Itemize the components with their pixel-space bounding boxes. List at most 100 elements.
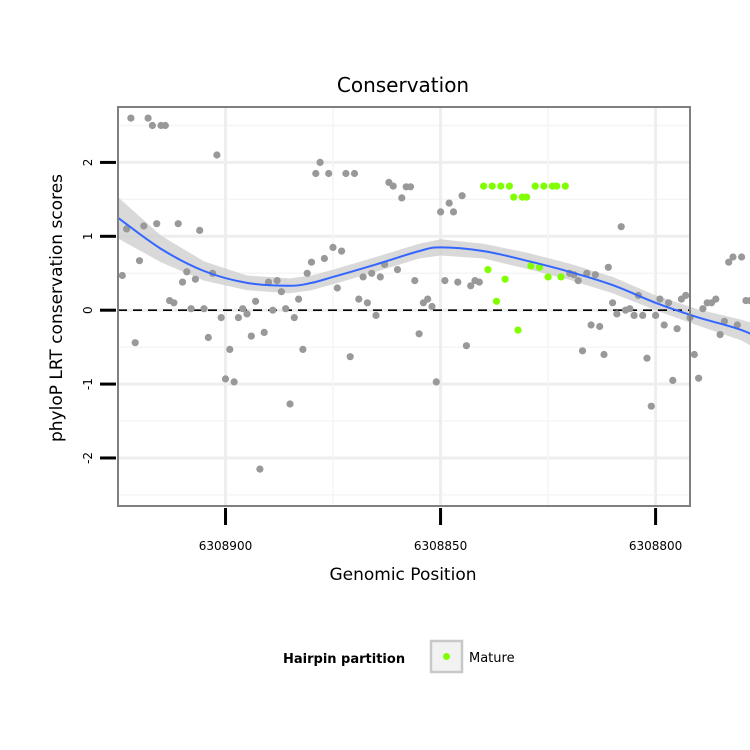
data-point: [652, 311, 660, 319]
data-point: [286, 400, 294, 408]
legend-label-mature: Mature: [469, 651, 515, 666]
data-point: [432, 378, 440, 386]
smooth-line-group: [117, 216, 750, 335]
data-point-mature: [510, 193, 518, 201]
data-point: [630, 311, 638, 319]
data-point: [437, 208, 445, 216]
data-point: [699, 305, 707, 313]
data-point: [462, 342, 470, 350]
data-point: [307, 258, 316, 266]
data-point-mature: [492, 297, 501, 305]
data-point: [368, 269, 376, 277]
data-point: [277, 288, 285, 296]
y-axis-title: phyloP LRT conservation scores: [47, 174, 67, 442]
data-point: [406, 183, 415, 191]
data-point: [398, 194, 406, 202]
data-point: [389, 182, 397, 190]
data-point-mature: [484, 266, 492, 274]
data-point: [445, 199, 453, 207]
data-point: [673, 325, 681, 333]
data-point: [153, 220, 161, 228]
data-point: [604, 263, 612, 271]
data-point: [320, 254, 328, 263]
data-point: [609, 299, 617, 307]
x-tick-label: 6308850: [414, 539, 467, 553]
data-point: [600, 350, 608, 359]
x-tick-label: 6308900: [199, 539, 252, 553]
data-point: [200, 305, 208, 313]
data-point: [725, 258, 733, 266]
data-points: [118, 114, 750, 473]
data-point: [239, 305, 247, 313]
x-axis-title: Genomic Position: [329, 565, 476, 585]
data-point: [583, 269, 591, 277]
data-point: [140, 222, 148, 230]
data-point: [213, 151, 221, 159]
data-point: [669, 376, 677, 384]
data-point: [729, 253, 737, 261]
data-point: [325, 169, 333, 178]
data-point: [441, 277, 449, 285]
data-point: [639, 311, 647, 319]
data-point: [454, 278, 462, 286]
data-point: [226, 345, 234, 353]
data-point: [144, 114, 152, 122]
plot-background: [118, 107, 690, 506]
data-point: [342, 169, 350, 178]
data-point: [596, 322, 604, 331]
data-point-mature: [488, 182, 496, 190]
data-point: [574, 277, 582, 285]
data-point: [333, 284, 341, 292]
data-point: [170, 299, 178, 307]
data-point: [178, 278, 187, 286]
data-point: [458, 192, 466, 200]
data-point-mature: [480, 182, 488, 190]
data-point: [295, 295, 303, 303]
data-point: [131, 339, 139, 347]
data-point: [123, 225, 131, 233]
data-point: [617, 223, 625, 231]
data-point-mature: [501, 275, 509, 283]
data-point: [746, 297, 750, 305]
data-point: [393, 266, 402, 274]
data-point: [299, 345, 307, 353]
data-point: [174, 220, 182, 228]
data-point: [264, 278, 273, 286]
data-point: [424, 295, 432, 303]
data-point: [716, 331, 724, 339]
data-point: [682, 291, 690, 299]
data-point: [467, 282, 475, 290]
y-tick-label: 0: [81, 306, 95, 314]
data-point-mature: [531, 182, 539, 190]
data-point: [733, 321, 741, 329]
plot-panel: [118, 107, 690, 506]
data-point: [587, 321, 595, 329]
y-tick-label: -1: [81, 378, 95, 390]
data-point-mature: [561, 182, 569, 190]
data-point: [161, 121, 169, 130]
data-point: [660, 321, 668, 329]
data-point: [118, 271, 126, 280]
data-point: [256, 465, 264, 473]
legend-title: Hairpin partition: [283, 652, 405, 667]
data-point: [712, 295, 720, 303]
data-point-mature: [535, 263, 544, 271]
data-point: [221, 375, 230, 383]
data-point: [187, 305, 195, 313]
data-point: [475, 278, 483, 286]
data-point-mature: [505, 182, 513, 190]
data-point: [135, 257, 144, 265]
data-point: [338, 247, 346, 255]
data-point: [695, 374, 703, 382]
data-point: [234, 314, 242, 322]
data-point: [346, 353, 354, 361]
data-point: [359, 273, 367, 281]
y-tick-label: 2: [81, 159, 95, 167]
data-point-mature: [527, 262, 535, 270]
data-point-mature: [523, 193, 531, 201]
data-point: [183, 268, 191, 276]
chart-title: Conservation: [337, 73, 469, 97]
data-point-mature: [514, 326, 522, 334]
data-point: [363, 299, 371, 307]
